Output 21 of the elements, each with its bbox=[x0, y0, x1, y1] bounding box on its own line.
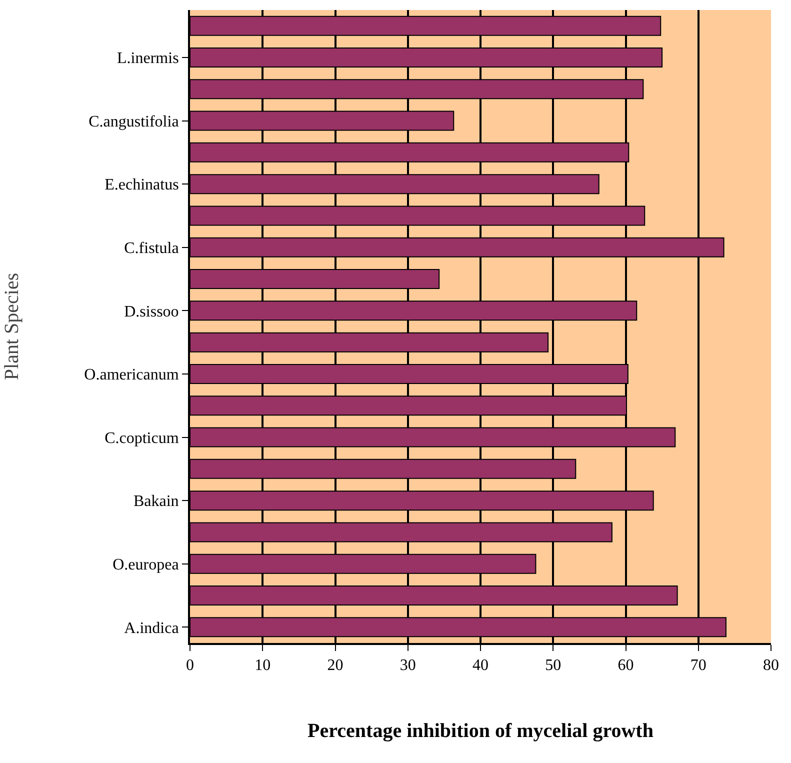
y-tick-label: O.europea bbox=[112, 556, 179, 574]
x-tick-label: 40 bbox=[472, 657, 488, 674]
x-tick-label: 50 bbox=[545, 657, 562, 674]
x-axis-title: Percentage inhibition of mycelial growth bbox=[308, 720, 654, 742]
y-tick-label: A.indica bbox=[124, 620, 179, 637]
x-tick-label: 80 bbox=[763, 657, 779, 674]
y-axis-title: Plant Species bbox=[1, 272, 24, 380]
y-tick-label: Bakain bbox=[133, 493, 179, 510]
x-tick-label: 30 bbox=[400, 657, 416, 674]
y-tick-label: C.copticum bbox=[104, 430, 180, 447]
x-tick-label: 20 bbox=[327, 657, 344, 674]
y-tick-label: E.echinatus bbox=[104, 176, 179, 194]
x-tick-label: 0 bbox=[186, 657, 194, 674]
y-tick-label: C.fistula bbox=[124, 240, 179, 257]
x-tick-label: 70 bbox=[690, 657, 706, 674]
x-tick-label: 10 bbox=[254, 657, 271, 674]
x-tick-label: 60 bbox=[618, 657, 634, 674]
y-tick-label: O.americanum bbox=[84, 366, 180, 384]
y-tick-label: D.sissoo bbox=[124, 303, 179, 320]
y-tick-label: C.angustifolia bbox=[88, 113, 179, 130]
y-tick-label: L.inermis bbox=[117, 50, 179, 68]
